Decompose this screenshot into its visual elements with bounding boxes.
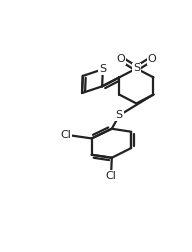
Text: S: S	[99, 64, 106, 74]
Text: Cl: Cl	[60, 130, 71, 140]
Text: O: O	[148, 54, 156, 64]
Text: S: S	[133, 64, 140, 74]
Text: O: O	[116, 54, 125, 64]
Text: Cl: Cl	[106, 171, 117, 181]
Text: S: S	[116, 110, 123, 120]
